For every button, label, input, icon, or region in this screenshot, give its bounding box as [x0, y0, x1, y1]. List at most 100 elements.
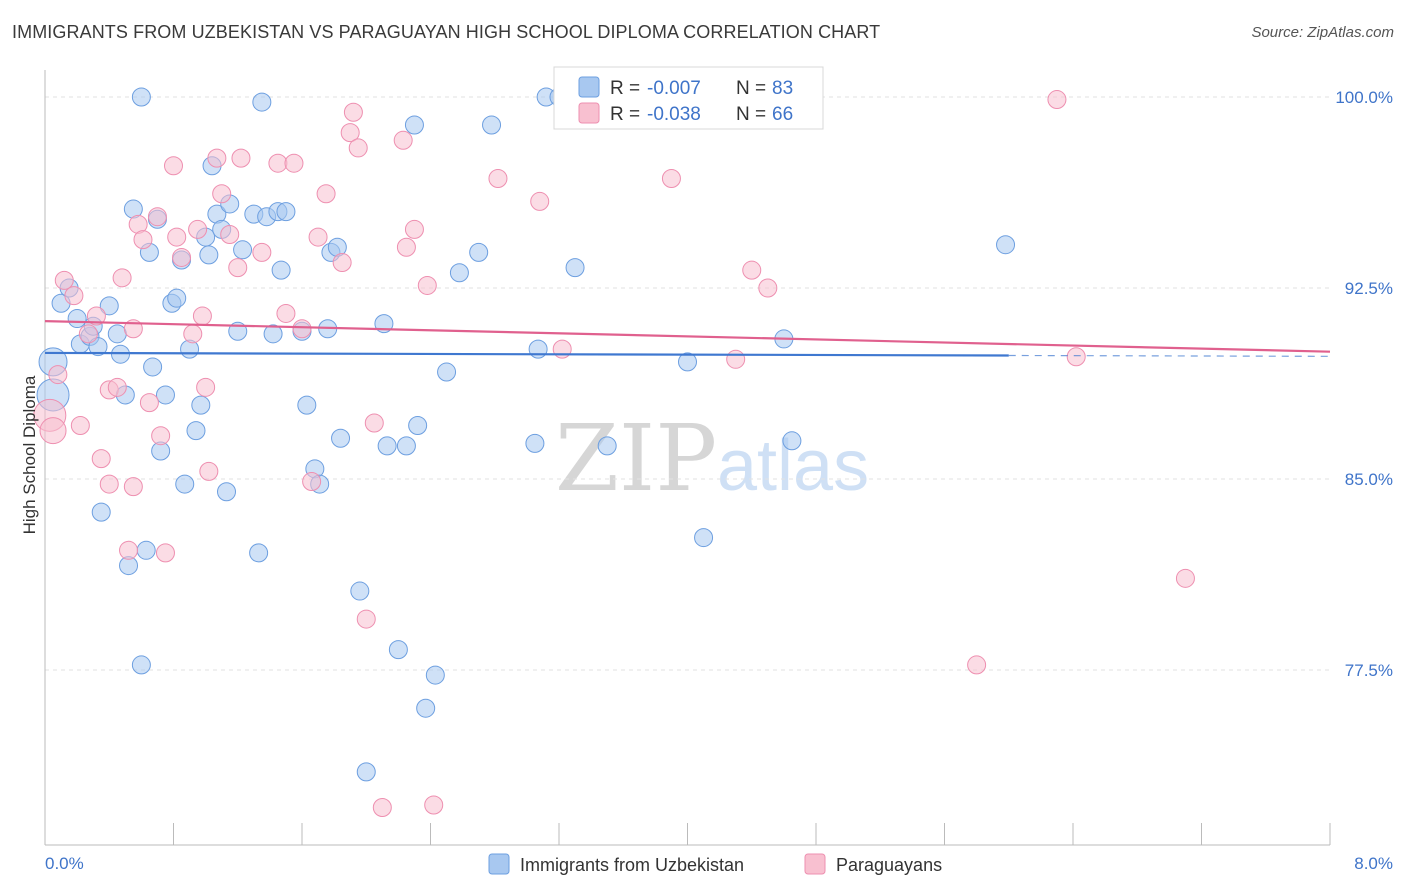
point-uzbekistan	[155, 385, 175, 405]
point-uzbekistan	[136, 540, 156, 560]
point-paraguayans	[99, 474, 119, 494]
point-uzbekistan	[528, 339, 548, 359]
point-uzbekistan	[217, 482, 237, 502]
point-paraguayans	[207, 148, 227, 168]
series-paraguayans-points	[33, 90, 1195, 818]
legend-n-label-1: N =	[736, 78, 766, 99]
point-paraguayans	[164, 156, 183, 176]
legend-top: R = -0.007 N = 83 R = -0.038 N = 66	[553, 66, 824, 130]
point-paraguayans	[252, 242, 272, 262]
point-uzbekistan	[88, 337, 108, 357]
point-uzbekistan	[107, 324, 127, 344]
point-paraguayans	[54, 270, 74, 290]
point-paraguayans	[1066, 347, 1086, 367]
point-paraguayans	[364, 413, 384, 433]
bottom-legend-swatch-uzbekistan	[488, 853, 510, 875]
point-uzbekistan	[388, 640, 408, 660]
point-paraguayans	[530, 191, 550, 211]
point-uzbekistan	[252, 92, 272, 112]
point-paraguayans	[231, 148, 251, 168]
legend-r-label-2: R =	[610, 104, 640, 125]
legend-n-value-1: 83	[772, 78, 793, 99]
point-uzbekistan	[91, 502, 111, 522]
legend-r-label-1: R =	[610, 78, 640, 99]
bottom-legend-swatch-paraguayans	[804, 853, 826, 875]
y-axis-label: High School Diploma	[20, 375, 39, 534]
legend-r-value-1: -0.007	[647, 78, 701, 99]
point-paraguayans	[1047, 90, 1067, 110]
point-paraguayans	[139, 393, 159, 413]
legend-n-label-2: N =	[736, 104, 766, 125]
point-paraguayans	[284, 153, 304, 173]
y-tick-labels: 77.5% 85.0% 92.5% 100.0%	[1335, 88, 1393, 680]
point-uzbekistan	[131, 655, 151, 675]
point-uzbekistan	[67, 309, 87, 329]
point-uzbekistan	[678, 352, 697, 372]
point-paraguayans	[424, 795, 444, 815]
legend-swatch-pink	[578, 102, 600, 124]
point-uzbekistan	[233, 240, 253, 260]
point-uzbekistan	[437, 362, 457, 382]
point-paraguayans	[133, 230, 153, 250]
trend-line-uzbekistan	[44, 351, 1009, 357]
point-uzbekistan	[694, 528, 714, 548]
gridlines	[45, 96, 1330, 671]
point-paraguayans	[758, 278, 778, 298]
point-paraguayans	[220, 225, 240, 245]
point-paraguayans	[316, 184, 336, 204]
point-paraguayans	[340, 123, 360, 143]
point-paraguayans	[91, 449, 111, 469]
point-uzbekistan	[482, 115, 502, 135]
point-paraguayans	[268, 153, 288, 173]
point-uzbekistan	[356, 762, 376, 782]
bottom-legend-label-uzbekistan: Immigrants from Uzbekistan	[520, 855, 744, 875]
point-paraguayans	[196, 377, 216, 397]
point-paraguayans	[276, 303, 296, 323]
legend-bottom: Immigrants from Uzbekistan Paraguayans	[488, 853, 942, 875]
point-paraguayans	[112, 268, 132, 288]
point-paraguayans	[396, 237, 416, 257]
point-uzbekistan	[425, 665, 445, 685]
point-uzbekistan	[377, 436, 397, 456]
point-paraguayans	[78, 324, 98, 344]
point-paraguayans	[343, 102, 363, 122]
point-uzbekistan	[199, 245, 219, 265]
y-tick-label: 92.5%	[1345, 279, 1393, 298]
legend-n-value-2: 66	[772, 104, 793, 125]
point-uzbekistan	[263, 324, 283, 344]
legend-r-value-2: -0.038	[647, 104, 701, 125]
trend-lines	[44, 320, 1331, 357]
point-paraguayans	[212, 184, 232, 204]
point-uzbekistan	[396, 436, 416, 456]
point-uzbekistan	[597, 436, 617, 456]
point-uzbekistan	[271, 260, 291, 280]
point-paraguayans	[302, 472, 322, 492]
point-paraguayans	[167, 227, 187, 247]
point-uzbekistan	[143, 357, 163, 377]
point-paraguayans	[967, 655, 987, 675]
point-paraguayans	[172, 247, 192, 267]
point-paraguayans	[151, 426, 171, 446]
point-paraguayans	[348, 138, 368, 158]
legend-swatch-blue	[578, 76, 600, 98]
point-paraguayans	[155, 543, 175, 563]
point-paraguayans	[199, 461, 219, 481]
bottom-legend-label-paraguayans: Paraguayans	[836, 855, 942, 875]
point-paraguayans	[356, 609, 376, 629]
x-tick-label: 8.0%	[1354, 854, 1393, 873]
point-uzbekistan	[249, 543, 269, 563]
point-paraguayans	[228, 258, 248, 278]
point-paraguayans	[726, 349, 746, 369]
point-uzbekistan	[191, 395, 211, 415]
point-paraguayans	[119, 540, 139, 560]
point-uzbekistan	[449, 263, 469, 283]
point-paraguayans	[188, 219, 208, 239]
trend-line-paraguayans	[44, 320, 1331, 353]
point-uzbekistan	[469, 242, 489, 262]
point-uzbekistan	[276, 202, 296, 222]
point-paraguayans	[742, 260, 762, 280]
point-paraguayans	[48, 365, 68, 385]
point-paraguayans	[1175, 568, 1195, 588]
point-paraguayans	[183, 324, 203, 344]
